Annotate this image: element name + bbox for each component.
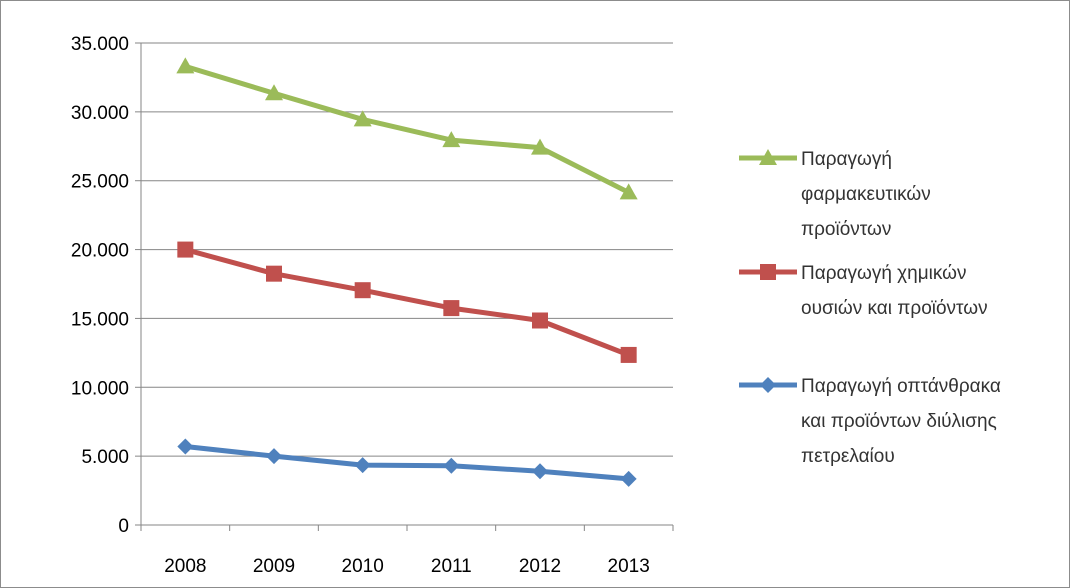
- x-tick-label: 2008: [164, 556, 206, 577]
- x-tick-label: 2009: [253, 556, 295, 577]
- legend-label: πετρελαίου: [801, 446, 895, 467]
- y-tick-label: 30.000: [71, 103, 129, 124]
- legend-label: προϊόντων: [801, 219, 891, 240]
- data-point: [354, 282, 371, 299]
- data-point: [177, 241, 194, 258]
- data-point: [443, 300, 460, 317]
- axes: 0 5.000 10.000 15.000 20.000 25.000 30.000 35.0…: [71, 34, 674, 577]
- x-tick-label: 2012: [519, 556, 561, 577]
- series-line: [182, 63, 632, 195]
- x-tick-label: 2011: [431, 556, 472, 577]
- data-point: [532, 463, 548, 480]
- legend-label: φαρμακευτικών: [801, 184, 931, 205]
- series: [176, 57, 638, 487]
- data-point: [443, 457, 460, 474]
- data-point: [266, 448, 282, 465]
- data-point: [619, 183, 638, 200]
- legend-marker: [760, 377, 776, 393]
- legend: Παραγωγή φαρμακευτικών προϊόντων Παραγωγή χ…: [739, 149, 1001, 467]
- y-tick-label: 35.000: [71, 34, 129, 55]
- y-tick-label: 10.000: [71, 378, 129, 399]
- data-point: [177, 438, 194, 455]
- y-tick-label: 0: [118, 516, 129, 537]
- legend-label: Παραγωγή: [801, 149, 892, 170]
- y-tick-label: 15.000: [71, 309, 129, 330]
- data-point: [531, 138, 549, 155]
- gridlines: [141, 42, 673, 457]
- data-point: [266, 265, 282, 282]
- legend-marker: [759, 149, 777, 165]
- legend-label: και προϊόντων διύλισης: [801, 411, 997, 432]
- y-tick-label: 25.000: [71, 172, 129, 193]
- data-point: [354, 457, 371, 474]
- legend-label: Παραγωγή οπτάνθρακα: [801, 376, 1001, 397]
- series-line: [182, 444, 632, 482]
- data-point: [620, 346, 637, 363]
- legend-label: ουσιών και προϊόντων: [801, 298, 988, 319]
- data-point: [353, 110, 372, 127]
- legend-marker: [760, 264, 776, 280]
- data-point: [442, 131, 461, 148]
- y-tick-label: 20.000: [71, 241, 129, 262]
- data-point: [265, 84, 283, 101]
- series-line: [182, 247, 632, 358]
- data-point: [176, 57, 195, 74]
- x-tick-label: 2010: [342, 556, 384, 577]
- x-tick-label: 2013: [608, 556, 650, 577]
- y-tick-label: 5.000: [81, 447, 129, 468]
- data-point: [620, 470, 637, 487]
- data-point: [532, 312, 548, 329]
- legend-label: Παραγωγή χημικών: [801, 263, 967, 284]
